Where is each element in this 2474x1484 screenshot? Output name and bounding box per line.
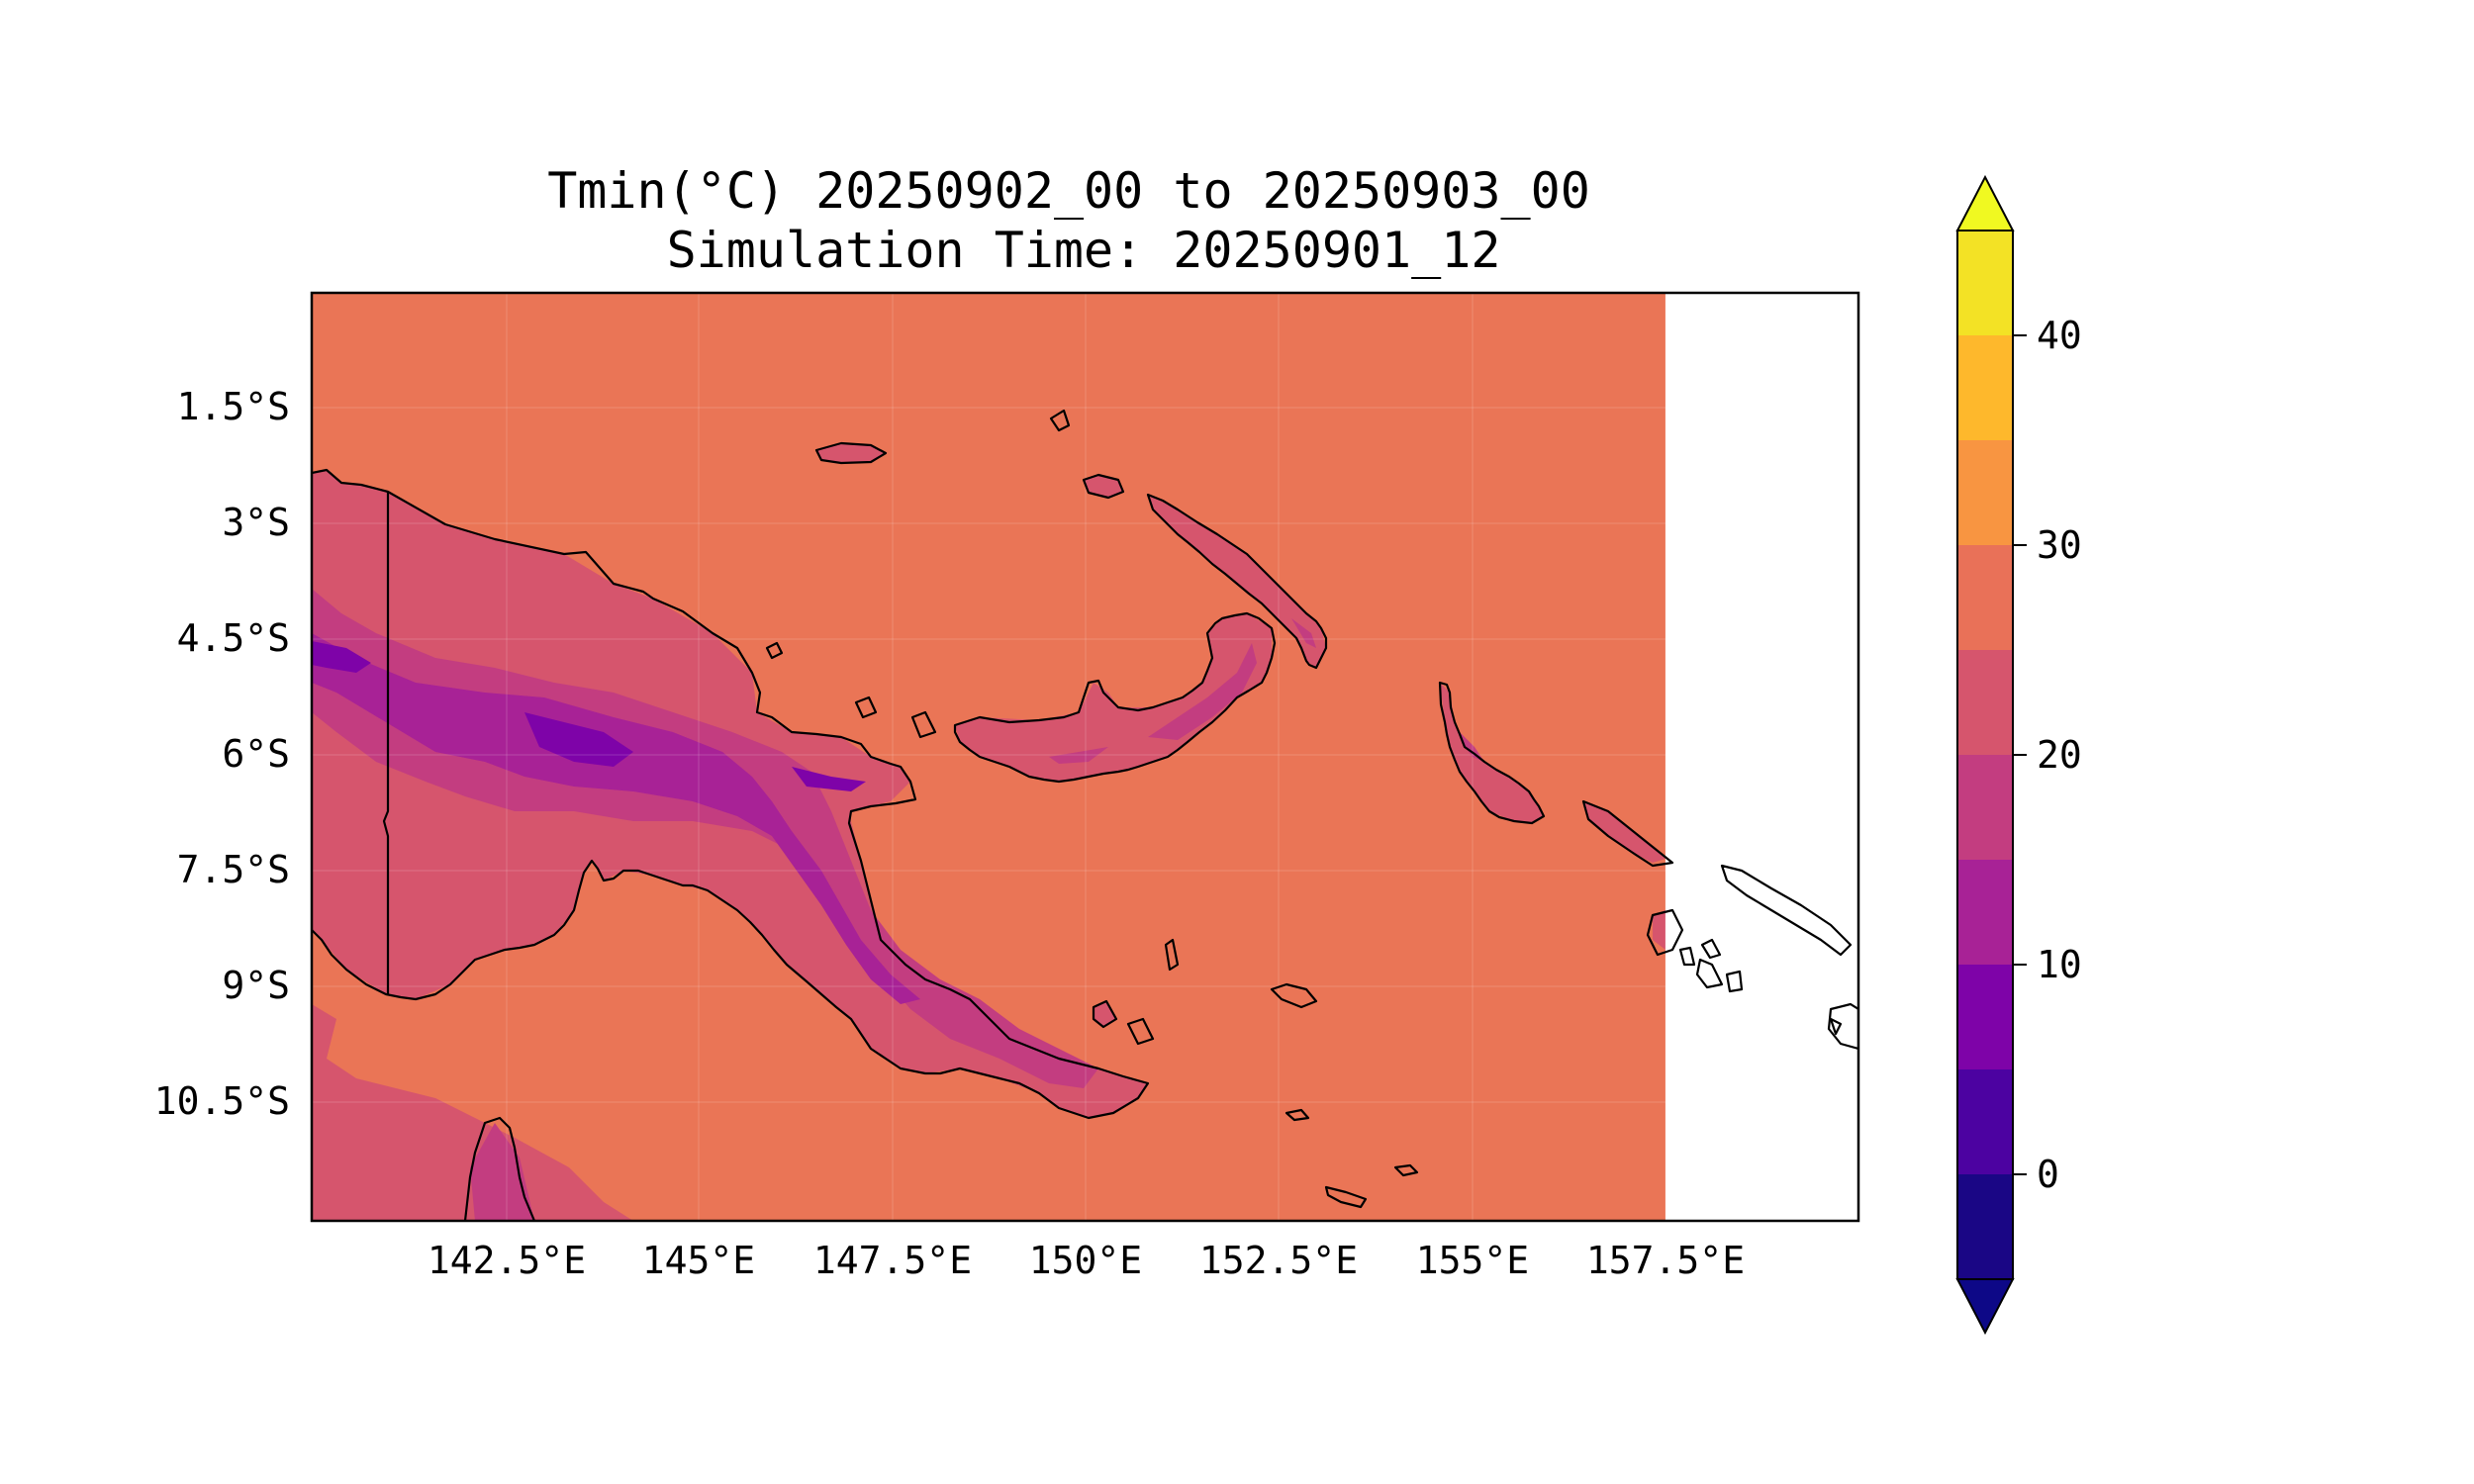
bougainville-field	[1440, 683, 1544, 823]
choiseul-field	[1583, 801, 1665, 863]
new-guinea-summit-field	[312, 641, 866, 791]
new-georgia-coastline	[1646, 908, 1684, 957]
new-ireland-field	[1148, 495, 1326, 668]
cape-york-interior-field	[470, 1123, 534, 1221]
cape-york-coastline	[463, 1116, 536, 1221]
small-island-coastline	[910, 710, 937, 739]
small-island-coastline	[1695, 958, 1724, 989]
lat-tick-label: 4.5°S	[177, 616, 290, 660]
colorbar-segment	[1957, 755, 2013, 860]
colorbar-segment	[1957, 545, 2013, 650]
colorbar-segment	[1957, 335, 2013, 440]
colorbar-tick-label: 10	[2037, 943, 2082, 986]
lon-tick-label: 142.5°E	[428, 1239, 586, 1282]
gridlines	[312, 293, 1858, 1221]
colorbar-segment	[1957, 440, 2013, 545]
colorbar-under-arrow	[1955, 1278, 2015, 1336]
longitude-ticks: 142.5°E 145°E 147.5°E 150°E 152.5°E 155°…	[428, 1239, 1745, 1282]
new-guinea-coastline	[312, 468, 1150, 1120]
colorbar-tick-label: 30	[2037, 523, 2082, 567]
colorbar-segment	[1957, 860, 2013, 965]
map-title: Tmin(°C) 20250902_00 to 20250903_00	[547, 162, 1590, 220]
latitude-ticks: 1.5°S 3°S 4.5°S 6°S 7.5°S 9°S 10.5°S	[154, 385, 290, 1123]
coastlines	[312, 409, 1858, 1221]
bougainville-coastline	[1438, 681, 1546, 825]
small-island-coastline	[1393, 1163, 1419, 1177]
new-ireland-highland-field	[1291, 618, 1316, 648]
map-subtitle: Simulation Time: 20250901_12	[667, 222, 1501, 279]
new-britain-highland-field	[1049, 643, 1257, 764]
colorbar-segment	[1957, 1174, 2013, 1279]
lat-tick-label: 6°S	[222, 732, 290, 776]
isabel-coastline	[1720, 864, 1853, 957]
colorbar-segment	[1957, 1069, 2013, 1174]
new-britain-coastline	[953, 611, 1277, 784]
small-island-coastline	[1324, 1185, 1368, 1209]
lat-tick-label: 3°S	[222, 501, 290, 544]
small-island-coastline	[765, 641, 784, 660]
lon-tick-label: 147.5°E	[813, 1239, 972, 1282]
small-island-coastline	[1270, 982, 1318, 1009]
manus-island-coastline	[814, 441, 888, 465]
small-island-coastline	[1829, 1017, 1843, 1036]
small-island-coastline	[1092, 999, 1118, 1029]
lat-tick-label: 7.5°S	[177, 848, 290, 891]
guadalcanal-coastline	[1827, 1002, 1858, 1051]
colorbar: 0 10 20 30 40	[1955, 174, 2082, 1336]
lat-tick-label: 1.5°S	[177, 385, 290, 428]
small-island-coastline	[1725, 970, 1744, 993]
new-hanover-field	[1084, 475, 1123, 498]
small-island-coastline	[1285, 1108, 1310, 1122]
small-island-coastline	[854, 696, 878, 719]
small-island-coastline	[1049, 409, 1071, 432]
colorbar-tick-label: 40	[2037, 314, 2082, 357]
map-area	[312, 293, 1858, 1221]
bougainville-highland-field	[1460, 732, 1484, 762]
colorbar-tick-label: 0	[2037, 1153, 2059, 1196]
lon-tick-label: 157.5°E	[1586, 1239, 1745, 1282]
small-island-coastline	[1700, 938, 1722, 960]
new-hanover-coastline	[1082, 473, 1125, 500]
lon-tick-label: 150°E	[1029, 1239, 1142, 1282]
lon-tick-label: 152.5°E	[1199, 1239, 1358, 1282]
new-britain-field	[955, 613, 1272, 782]
choiseul-coastline	[1581, 799, 1674, 868]
colorbar-segment	[1957, 231, 2013, 335]
lon-tick-label: 145°E	[642, 1239, 755, 1282]
lat-tick-label: 10.5°S	[154, 1079, 290, 1123]
small-island-coastline	[1126, 1017, 1155, 1046]
small-island-coastline	[1164, 938, 1180, 972]
colorbar-over-arrow	[1955, 174, 2015, 232]
new-georgia-field	[1653, 910, 1665, 950]
new-guinea-peak-field	[312, 633, 920, 1004]
lon-tick-label: 155°E	[1416, 1239, 1529, 1282]
cape-york-temperature-field	[312, 1004, 633, 1221]
border-line	[382, 492, 390, 994]
colorbar-segment	[1957, 965, 2013, 1069]
colorbar-segment	[1957, 650, 2013, 755]
manus-island-field	[816, 443, 886, 463]
lat-tick-label: 9°S	[222, 964, 290, 1007]
small-island-coastline	[1678, 946, 1696, 967]
map-frame	[310, 291, 1860, 1223]
new-ireland-coastline	[1146, 493, 1328, 670]
colorbar-tick-label: 20	[2037, 733, 2082, 777]
dentrecasteaux-island-field	[1094, 1001, 1116, 1027]
